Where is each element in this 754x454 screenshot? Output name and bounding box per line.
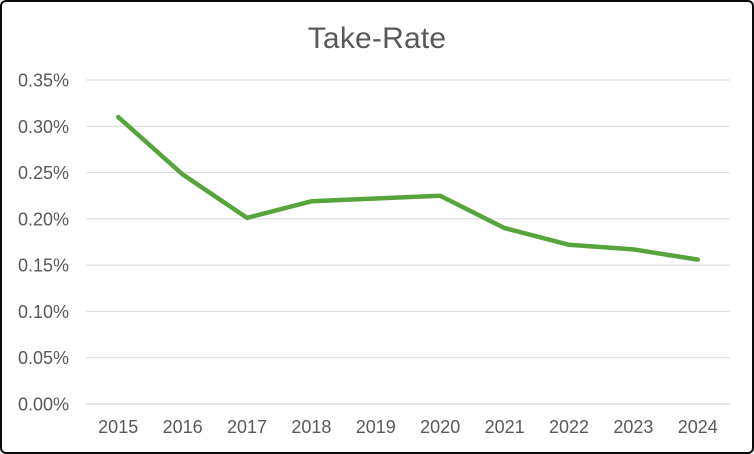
chart-title: Take-Rate [307, 22, 447, 55]
y-tick-label: 0.30% [18, 117, 69, 137]
y-tick-label: 0.00% [18, 395, 69, 415]
x-tick-label: 2019 [356, 417, 396, 437]
y-tick-label: 0.10% [18, 302, 69, 322]
x-tick-label: 2015 [98, 417, 138, 437]
y-tick-label: 0.20% [18, 209, 69, 229]
x-tick-label: 2020 [420, 417, 460, 437]
series-line [115, 114, 701, 262]
x-tick-label: 2023 [613, 417, 653, 437]
x-tick-label: 2021 [485, 417, 525, 437]
x-tick-label: 2017 [227, 417, 267, 437]
y-tick-label: 0.15% [18, 256, 69, 276]
x-tick-label: 2024 [678, 417, 718, 437]
y-tick-label: 0.35% [18, 71, 69, 91]
y-tick-label: 0.25% [18, 163, 69, 183]
y-tick-label: 0.05% [18, 348, 69, 368]
x-tick-label: 2018 [291, 417, 331, 437]
x-tick-label: 2016 [163, 417, 203, 437]
x-tick-label: 2022 [549, 417, 589, 437]
